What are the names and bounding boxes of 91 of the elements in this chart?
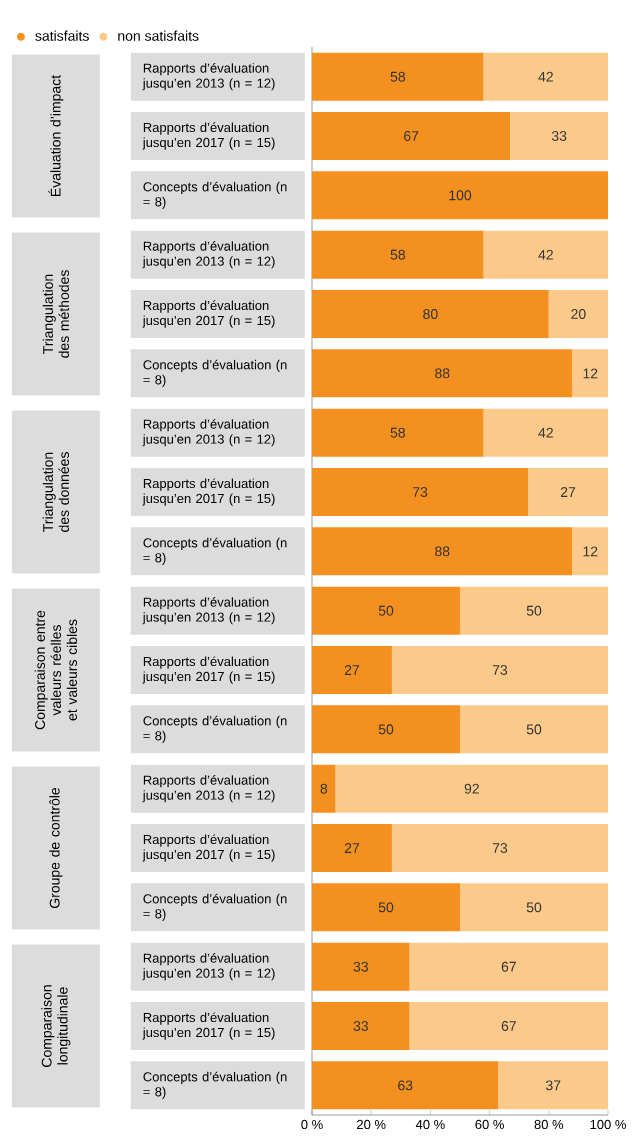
data-label: 67 — [501, 961, 516, 972]
data-label: 27 — [344, 665, 360, 675]
y-axis-title: Triangulation des méthodes — [42, 270, 69, 358]
data-label: 73 — [492, 665, 508, 675]
y-axis-title: Triangulation des données — [42, 452, 69, 532]
data-label: 100 — [449, 190, 472, 201]
bar — [391, 824, 608, 873]
data-label: 20 — [571, 309, 586, 319]
bar — [409, 1002, 608, 1051]
data-label: 50 — [526, 902, 542, 913]
y-tick-label: Rapports d’évaluation jusqu’en 2013 (n = 12) — [142, 953, 275, 981]
bar — [312, 468, 529, 517]
bar — [460, 883, 608, 932]
data-label: 42 — [538, 427, 553, 438]
y-tick-label: Rapports d’évaluation jusqu’en 2013 (n = 12) — [142, 775, 275, 803]
data-label: 12 — [583, 546, 598, 557]
y-tick-label: Concepts d’évaluation (n = 8) — [143, 893, 287, 921]
data-label: 50 — [378, 724, 394, 735]
bar — [483, 408, 608, 457]
y-axis-title: Groupe de contrôle — [49, 787, 63, 909]
bar — [312, 942, 410, 991]
legend-label: satisfaits — [35, 30, 89, 41]
legend-label: non satisfaits — [118, 30, 199, 41]
data-label: 33 — [353, 1021, 368, 1031]
bar — [312, 1002, 410, 1051]
bar — [312, 1061, 499, 1110]
bar — [312, 527, 573, 576]
y-tick-label: Concepts d’évaluation (n = 8) — [143, 1071, 287, 1099]
bar — [312, 290, 549, 338]
data-label: 67 — [501, 1021, 516, 1031]
data-label: 73 — [412, 487, 428, 497]
bar — [312, 349, 573, 398]
bar — [548, 290, 608, 338]
data-label: 58 — [390, 427, 406, 438]
data-label: 50 — [378, 605, 394, 616]
x-tick-label: 0 % — [301, 1119, 323, 1130]
data-label: 80 — [423, 309, 438, 319]
y-axis-title: Comparaison entre valeurs réelles et valeurs cibles — [34, 610, 77, 730]
data-label: 88 — [435, 546, 450, 557]
y-tick-label: Rapports d’évaluation jusqu’en 2017 (n = 15) — [142, 834, 275, 862]
y-tick-label: Concepts d’évaluation (n = 8) — [143, 359, 287, 387]
y-tick-label: Rapports d’évaluation jusqu’en 2017 (n = 15) — [142, 300, 275, 328]
y-tick-label: Rapports d’évaluation jusqu’en 2013 (n = 12) — [142, 241, 275, 269]
data-label: 27 — [344, 843, 360, 853]
y-tick-label: Rapports d’évaluation jusqu’en 2013 (n = 12) — [142, 63, 275, 91]
x-tick-label: 80 % — [534, 1119, 564, 1130]
y-tick-label: Concepts d’évaluation (n = 8) — [143, 715, 287, 743]
y-tick-label: Rapports d’évaluation jusqu’en 2013 (n = 12) — [142, 597, 275, 625]
bar — [572, 527, 608, 576]
bar — [312, 824, 392, 873]
data-label: 33 — [353, 961, 368, 972]
data-label: 73 — [492, 843, 508, 853]
y-axis-title: Comparaison longitudinale — [41, 985, 71, 1067]
y-axis-title: Évaluation d’impact — [48, 75, 64, 196]
bar — [335, 764, 608, 813]
data-label: 12 — [583, 368, 598, 379]
x-tick-label: 20 % — [357, 1119, 386, 1130]
data-label: 92 — [464, 783, 479, 794]
data-label: 67 — [404, 131, 419, 141]
data-label: 63 — [398, 1080, 413, 1091]
data-label: 58 — [390, 71, 406, 82]
data-label: 50 — [526, 724, 542, 735]
bar — [483, 230, 608, 279]
bar — [572, 349, 608, 398]
y-tick-label: Concepts d’évaluation (n = 8) — [143, 181, 287, 209]
data-label: 37 — [545, 1080, 561, 1091]
data-label: 27 — [560, 487, 576, 497]
bar — [528, 468, 608, 517]
bar — [498, 1061, 608, 1110]
data-label: 33 — [551, 131, 567, 141]
data-label: 88 — [435, 368, 450, 379]
data-label: 42 — [538, 71, 553, 82]
bar — [312, 408, 484, 457]
data-label: 8 — [320, 783, 328, 794]
y-tick-label: Rapports d’évaluation jusqu’en 2017 (n = 15) — [142, 122, 275, 150]
y-tick-label: Concepts d’évaluation (n = 8) — [143, 537, 287, 565]
x-tick-label: 40 % — [415, 1119, 445, 1130]
data-label: 50 — [378, 902, 394, 913]
data-label: 42 — [538, 249, 553, 260]
y-tick-label: Rapports d’évaluation jusqu’en 2017 (n = 15) — [142, 1012, 275, 1040]
y-tick-label: Rapports d’évaluation jusqu’en 2017 (n = 15) — [142, 478, 275, 506]
x-tick-label: 60 % — [475, 1119, 504, 1130]
bar — [409, 942, 608, 991]
bar — [312, 230, 484, 279]
bar — [312, 764, 336, 813]
bar — [312, 883, 460, 932]
y-tick-label: Rapports d’évaluation jusqu’en 2013 (n = 12) — [142, 419, 275, 447]
data-label: 58 — [390, 249, 406, 260]
y-tick-label: Rapports d’évaluation jusqu’en 2017 (n = 15) — [142, 656, 275, 684]
x-tick-label: 100 % — [590, 1119, 626, 1130]
data-label: 50 — [526, 605, 542, 616]
